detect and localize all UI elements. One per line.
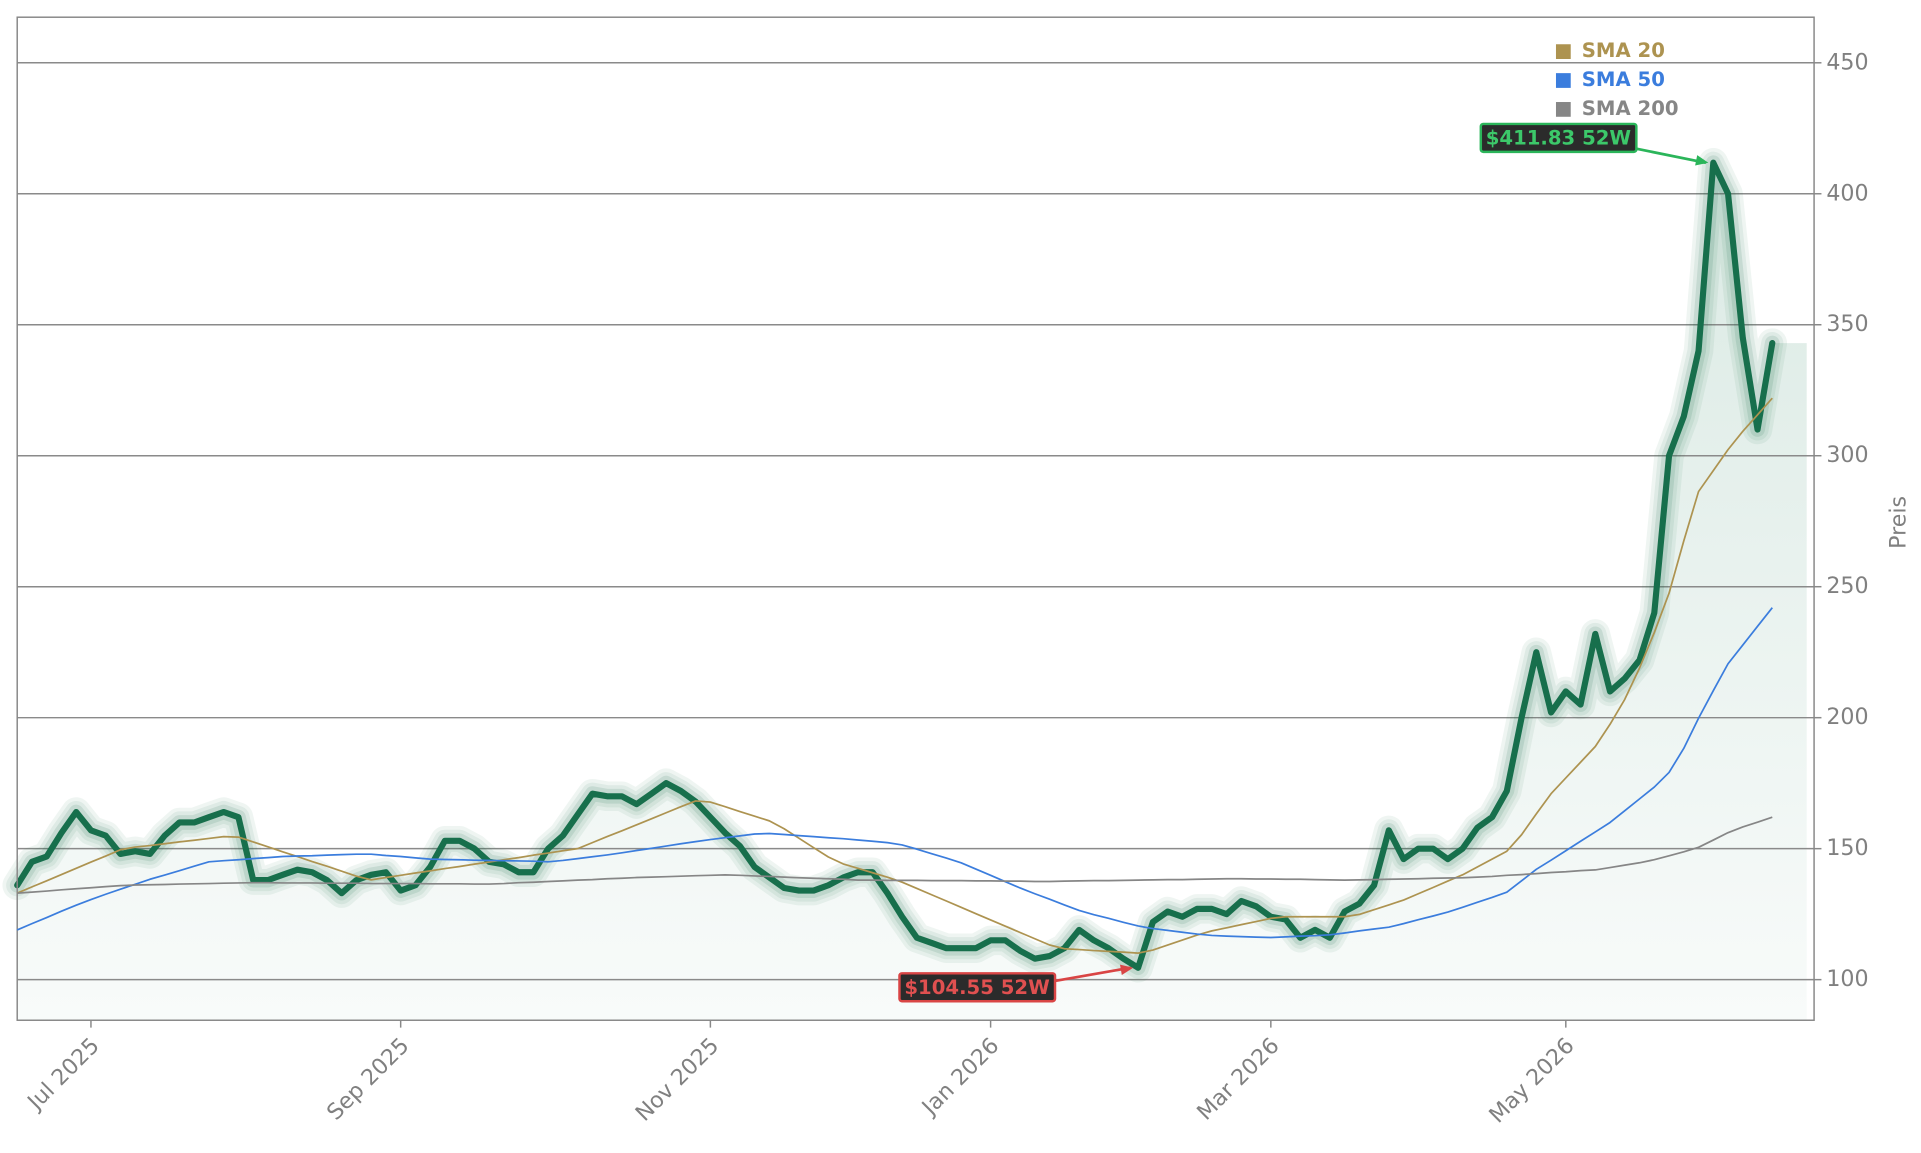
- legend-swatch: [1555, 44, 1571, 60]
- annotation-arrowhead: [1120, 964, 1134, 976]
- legend-label: SMA 20: [1582, 39, 1665, 62]
- y-tick-label: 350: [1826, 311, 1868, 337]
- y-axis-label: Preis: [1885, 496, 1911, 549]
- annotation-label: $104.55 52W: [904, 976, 1050, 999]
- x-tick-label: Jan 2026: [916, 1033, 1005, 1122]
- annotation-arrow: [1054, 966, 1131, 983]
- sma-line: [17, 816, 1773, 895]
- y-tick-label: 400: [1826, 180, 1868, 206]
- x-tick-label: May 2026: [1484, 1033, 1579, 1128]
- y-tick-label: 250: [1826, 573, 1868, 599]
- y-tick-label: 450: [1826, 49, 1868, 75]
- plot-frame: [16, 16, 1815, 1021]
- annotation-arrow: [1636, 147, 1707, 165]
- y-tick-label: 150: [1826, 835, 1868, 861]
- annotation-label: $411.83 52W: [1486, 126, 1632, 149]
- x-tick-label: Mar 2026: [1192, 1033, 1285, 1126]
- legend-swatch: [1555, 102, 1571, 117]
- x-tick-label: Sep 2025: [322, 1033, 415, 1126]
- y-tick-label: 200: [1826, 704, 1868, 730]
- annotation-box: [1479, 122, 1638, 154]
- price-area: [17, 162, 1807, 1021]
- legend-label: SMA 200: [1582, 97, 1679, 120]
- y-tick-label: 300: [1826, 442, 1868, 468]
- x-tick-label: Nov 2025: [630, 1033, 724, 1127]
- sma-line: [16, 607, 1773, 939]
- legend-label: SMA 50: [1582, 68, 1665, 91]
- x-tick-label: Jul 2025: [21, 1033, 104, 1116]
- legend-swatch: [1555, 73, 1571, 88]
- price-line: [14, 159, 1776, 971]
- annotation-arrowhead: [1695, 155, 1709, 166]
- annotation-box: [898, 972, 1057, 1003]
- y-tick-label: 100: [1826, 966, 1868, 992]
